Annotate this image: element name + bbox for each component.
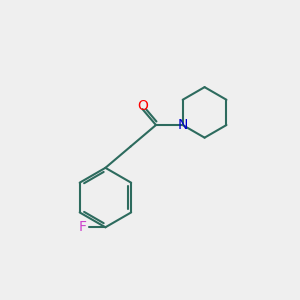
Text: N: N	[178, 118, 188, 132]
Text: F: F	[79, 220, 86, 234]
Text: O: O	[137, 99, 148, 112]
